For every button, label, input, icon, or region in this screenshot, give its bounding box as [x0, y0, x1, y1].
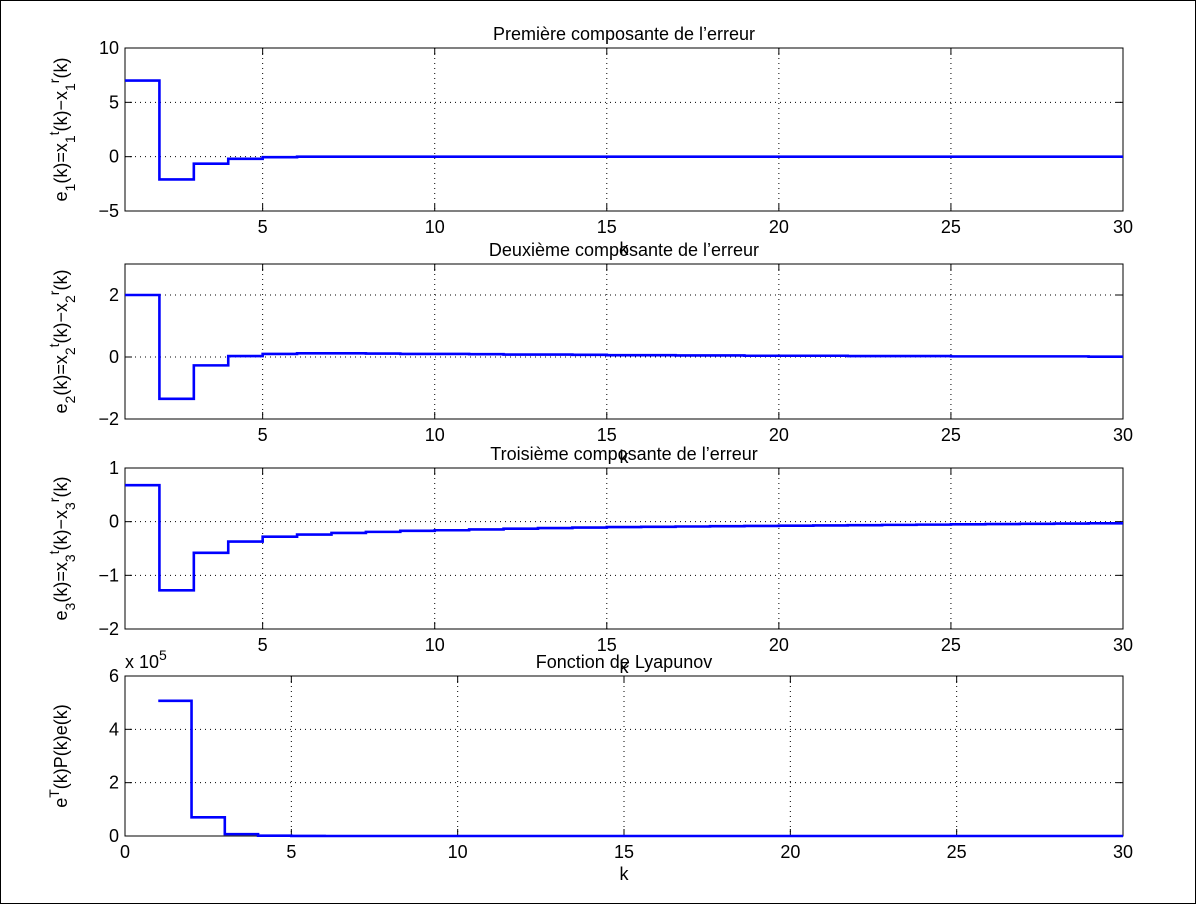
y-multiplier: x 105 [125, 647, 167, 672]
y-tick-label: 6 [109, 666, 119, 686]
y-tick-label: 0 [109, 512, 119, 532]
x-tick-label: 30 [1113, 217, 1133, 237]
series-line [125, 79, 1123, 181]
x-tick-label: 20 [769, 635, 789, 655]
x-tick-label: 30 [1113, 842, 1133, 862]
y-axis-label: eT(k)P(k)e(k) [46, 704, 71, 808]
x-tick-label: 25 [941, 635, 961, 655]
x-tick-label: 10 [425, 635, 445, 655]
y-tick-label: 0 [109, 826, 119, 846]
subplot-2: 5 10 15 20 25 30 −2 0 2 Deuxième composante de l’… [46, 240, 1133, 467]
axes-box [124, 263, 1124, 420]
x-axis-label: k [620, 239, 630, 259]
x-tick-label: 10 [425, 425, 445, 445]
x-tick-label: 20 [769, 217, 789, 237]
chart-title: Fonction de Lyapunov [536, 652, 712, 672]
subplot-3: 5 10 15 20 25 30 −2 −1 0 1 Troisième composante de… [46, 444, 1133, 677]
subplot-1: 5 10 15 20 25 30 −5 0 5 10 Première composante de … [46, 24, 1133, 259]
x-tick-label: 20 [769, 425, 789, 445]
x-tick-label: 5 [258, 217, 268, 237]
x-tick-label: 25 [947, 842, 967, 862]
y-tick-label: 1 [109, 458, 119, 478]
y-tick-label: 0 [109, 147, 119, 167]
y-tick-label: −1 [98, 565, 119, 585]
x-axis-label: k [620, 864, 630, 884]
x-tick-label: 25 [941, 217, 961, 237]
chart-title: Troisième composante de l’erreur [490, 444, 757, 464]
x-tick-label: 5 [286, 842, 296, 862]
series-line [125, 293, 1123, 401]
series-line [158, 699, 1123, 838]
x-tick-label: 25 [941, 425, 961, 445]
y-tick-label: 0 [109, 347, 119, 367]
x-tick-label: 30 [1113, 635, 1133, 655]
x-tick-label: 5 [258, 425, 268, 445]
x-tick-label: 15 [597, 635, 617, 655]
y-tick-label: 2 [109, 773, 119, 793]
chart-title: Première composante de l’erreur [493, 24, 755, 44]
x-tick-label: 15 [597, 217, 617, 237]
x-tick-label: 15 [597, 425, 617, 445]
y-axis-label: e2(k)=x2t(k)−x2r(k) [46, 270, 78, 414]
x-tick-label: 10 [425, 217, 445, 237]
y-axis-label: e3(k)=x3t(k)−x3r(k) [46, 477, 78, 621]
axes-box [124, 47, 1124, 212]
x-tick-label: 10 [448, 842, 468, 862]
x-tick-label: 15 [614, 842, 634, 862]
x-tick-label: 30 [1113, 425, 1133, 445]
y-tick-label: −2 [98, 619, 119, 639]
x-tick-label: 0 [120, 842, 130, 862]
chart-title: Deuxième composante de l’erreur [489, 240, 759, 260]
x-tick-label: 5 [258, 635, 268, 655]
y-tick-label: 10 [99, 38, 119, 58]
y-tick-label: −5 [98, 201, 119, 221]
y-tick-label: 5 [109, 92, 119, 112]
y-tick-label: 2 [109, 285, 119, 305]
x-axis-label: k [620, 447, 630, 467]
y-axis-label: e1(k)=x1t(k)−x1r(k) [46, 58, 78, 202]
x-axis-label: k [620, 657, 630, 677]
axes-box [124, 467, 1124, 630]
series-line [125, 483, 1123, 592]
y-tick-label: 4 [109, 719, 119, 739]
y-tick-label: −2 [98, 409, 119, 429]
x-tick-label: 20 [780, 842, 800, 862]
